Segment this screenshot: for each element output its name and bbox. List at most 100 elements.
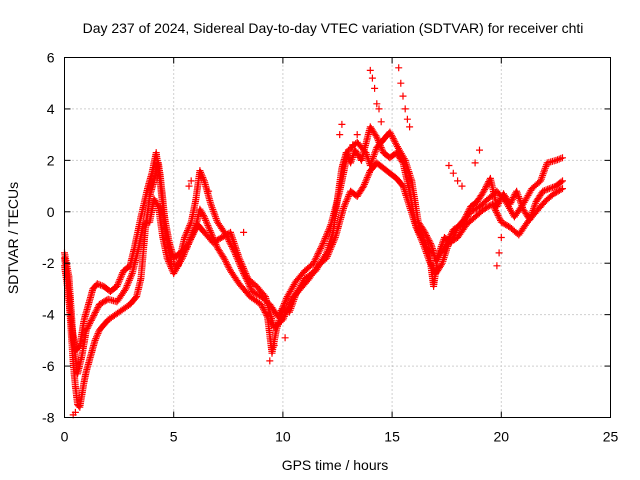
data-point xyxy=(266,357,274,365)
data-point xyxy=(213,244,227,261)
data-point xyxy=(366,123,380,140)
data-point xyxy=(89,281,100,293)
data-point xyxy=(458,182,466,190)
data-point xyxy=(432,261,445,277)
data-point xyxy=(336,131,344,139)
data-point xyxy=(403,115,411,123)
data-point xyxy=(209,234,224,247)
data-point xyxy=(196,167,207,183)
data-point xyxy=(406,123,414,131)
y-tick-label: -2 xyxy=(42,255,55,271)
y-tick-label: -4 xyxy=(42,307,55,323)
data-point xyxy=(253,282,268,299)
y-axis-label: SDTVAR / TECUs xyxy=(5,182,21,294)
data-point xyxy=(532,189,546,205)
data-point xyxy=(421,228,435,248)
data-point xyxy=(550,186,565,198)
data-point xyxy=(187,199,199,226)
y-tick-label: -6 xyxy=(42,358,55,374)
data-point xyxy=(301,261,316,275)
chart-title: Day 237 of 2024, Sidereal Day-to-day VTE… xyxy=(83,20,584,36)
data-point xyxy=(120,263,133,275)
data-point xyxy=(113,287,129,306)
x-tick-label: 0 xyxy=(61,429,69,445)
data-point xyxy=(393,174,406,189)
data-point xyxy=(519,186,535,208)
data-point xyxy=(205,223,216,240)
data-point xyxy=(323,235,339,262)
data-point xyxy=(393,141,408,163)
data-point xyxy=(401,105,409,113)
data-point xyxy=(279,297,295,324)
data-point xyxy=(360,168,373,190)
data-point xyxy=(445,162,453,169)
data-point xyxy=(95,322,107,334)
data-point xyxy=(318,222,334,249)
data-point xyxy=(327,189,343,229)
data-point xyxy=(462,214,478,229)
x-tick-label: 5 xyxy=(170,429,178,445)
data-point xyxy=(196,205,207,219)
data-point xyxy=(159,234,171,260)
data-point xyxy=(406,203,419,229)
data-point xyxy=(386,128,400,147)
data-point xyxy=(283,279,299,301)
data-point xyxy=(471,159,479,167)
data-point xyxy=(185,222,201,247)
x-axis-label: GPS time / hours xyxy=(282,457,389,473)
data-point xyxy=(288,286,303,303)
data-point xyxy=(74,401,83,410)
data-point xyxy=(200,177,214,206)
data-point xyxy=(386,169,399,181)
data-point xyxy=(353,138,369,155)
data-point xyxy=(154,203,166,240)
tick-layer: 0 5 10 15 20 25 -8 -6 -4 -2 0 2 4 6 xyxy=(42,50,618,445)
data-point xyxy=(493,187,508,204)
data-point xyxy=(371,84,379,92)
series-1 xyxy=(61,128,566,355)
data-point xyxy=(270,342,278,349)
data-point xyxy=(559,177,566,185)
data-point xyxy=(412,223,426,245)
data-point xyxy=(445,234,460,247)
data-point xyxy=(515,220,530,239)
data-point xyxy=(331,205,347,241)
data-point xyxy=(170,256,185,277)
data-point xyxy=(476,196,491,211)
data-point xyxy=(449,169,457,177)
data-point xyxy=(473,189,487,205)
data-point xyxy=(82,315,96,334)
data-point xyxy=(366,145,380,169)
data-point xyxy=(399,92,407,100)
data-point xyxy=(246,293,263,307)
data-point xyxy=(438,241,452,267)
data-point xyxy=(379,164,393,176)
data-point xyxy=(510,202,526,221)
data-point xyxy=(399,182,413,209)
data-point xyxy=(115,302,132,316)
data-point xyxy=(100,317,111,329)
data-point xyxy=(552,178,565,190)
data-point xyxy=(185,182,193,190)
data-point xyxy=(467,199,480,211)
data-point xyxy=(93,280,106,290)
data-point xyxy=(353,131,361,139)
data-point xyxy=(137,228,149,283)
data-point xyxy=(454,222,469,241)
data-point xyxy=(528,178,543,193)
data-point xyxy=(137,187,151,221)
data-point xyxy=(495,249,503,257)
data-point xyxy=(135,223,147,252)
data-point xyxy=(524,209,539,226)
data-point xyxy=(65,272,77,342)
series-3 xyxy=(69,64,505,419)
data-point xyxy=(559,185,566,193)
y-tick-label: -8 xyxy=(42,410,55,426)
data-point xyxy=(292,268,307,285)
data-point xyxy=(399,159,413,193)
data-point xyxy=(78,328,90,360)
data-point xyxy=(240,228,248,236)
data-point xyxy=(227,267,242,286)
x-tick-label: 25 xyxy=(603,429,619,445)
